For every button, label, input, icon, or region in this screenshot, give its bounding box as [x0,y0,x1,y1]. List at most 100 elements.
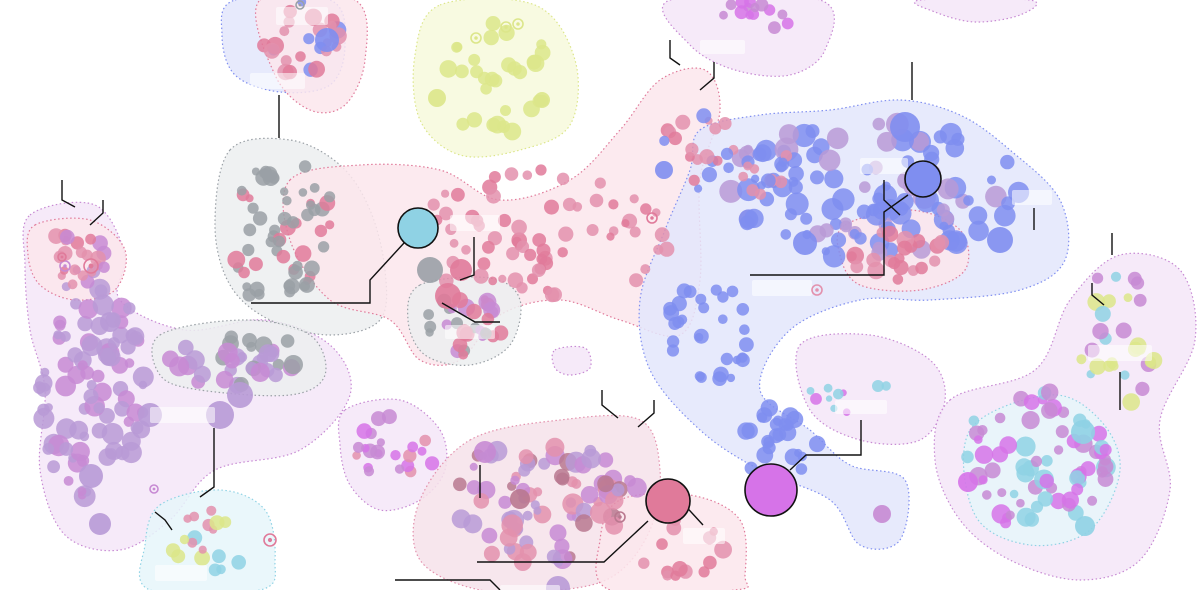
bubble [70,441,90,462]
bubble [100,312,120,332]
bubble [777,9,788,20]
bubble [493,325,509,341]
bubble [70,298,82,310]
bubble [89,513,111,535]
bubble [101,422,124,445]
bubble [510,475,520,485]
target-icon [149,484,159,494]
bubble [242,243,255,257]
bubble [823,383,833,393]
bubble [897,240,913,256]
bubble [298,188,308,197]
bubble [788,176,799,187]
bubble [522,170,533,180]
bubble [518,449,534,464]
bubble [937,178,959,200]
bubble [179,534,190,545]
target-icon [512,18,524,30]
bubble [800,212,813,225]
bubble [718,117,732,130]
bubble [469,462,478,471]
bubble [768,21,781,34]
bubble [227,382,253,408]
bubble [663,301,677,316]
bubble [449,238,459,248]
bubble [262,169,279,186]
bubble [265,236,277,248]
bubble [865,203,888,226]
target-icon [646,212,658,224]
bubble [662,570,673,581]
bubble [714,540,732,559]
bubble [503,122,522,141]
bubble [1015,458,1033,476]
bubble [1041,383,1059,401]
label-placeholder [250,73,305,89]
bubble [477,257,491,271]
bubble [876,131,897,152]
bubble [755,0,769,12]
leader-line [750,194,909,276]
leader-line [699,62,715,91]
bubble [923,144,940,162]
bubble [486,188,501,204]
bubble [280,55,292,67]
bubble [1015,436,1036,457]
bubble [963,195,974,206]
leader-line [61,180,76,208]
bubble [279,26,290,37]
bubble [695,293,707,305]
bubble [621,219,630,228]
bubble [130,421,144,435]
leader-line [669,40,681,66]
bubble [183,514,192,523]
bubble [1039,473,1054,489]
bubble [121,431,141,451]
bubble [59,442,74,456]
bubble [739,337,754,352]
target-dot [298,3,302,7]
bubble [709,122,722,135]
bubble [93,402,105,414]
bubble [298,160,312,173]
bubble [498,495,512,509]
bubble [795,463,808,475]
bubble [968,220,989,242]
target-dot [88,263,94,269]
bubble [850,260,864,274]
bubble [991,446,1009,463]
target-dot [504,25,508,29]
label-placeholder [445,325,495,339]
bubble [688,174,700,186]
bubble [325,220,335,230]
bubble [549,524,567,542]
bubble [873,184,897,208]
bubble [98,448,117,466]
bubble [53,315,67,329]
bubble [206,505,217,516]
target-icon [295,0,305,10]
bubble [324,191,336,203]
bubble [480,83,492,95]
highlighted-bubble [904,160,942,198]
bubble [659,241,675,257]
bubble [1102,294,1116,308]
leader-line [637,400,655,428]
bubble [67,347,83,363]
bubble [79,431,90,442]
bubble [217,342,238,363]
leader-line [251,242,405,304]
target-icon [470,32,482,44]
leader-line [395,579,501,590]
bubble [606,232,615,241]
bubble [810,393,822,405]
bubble [194,550,211,566]
bubble [452,337,468,353]
bubble [562,197,577,212]
bubble [468,53,481,66]
bubble [656,538,668,550]
target-icon [83,258,99,274]
bubble [481,527,498,544]
bubble [488,74,503,88]
bubble [94,284,108,298]
